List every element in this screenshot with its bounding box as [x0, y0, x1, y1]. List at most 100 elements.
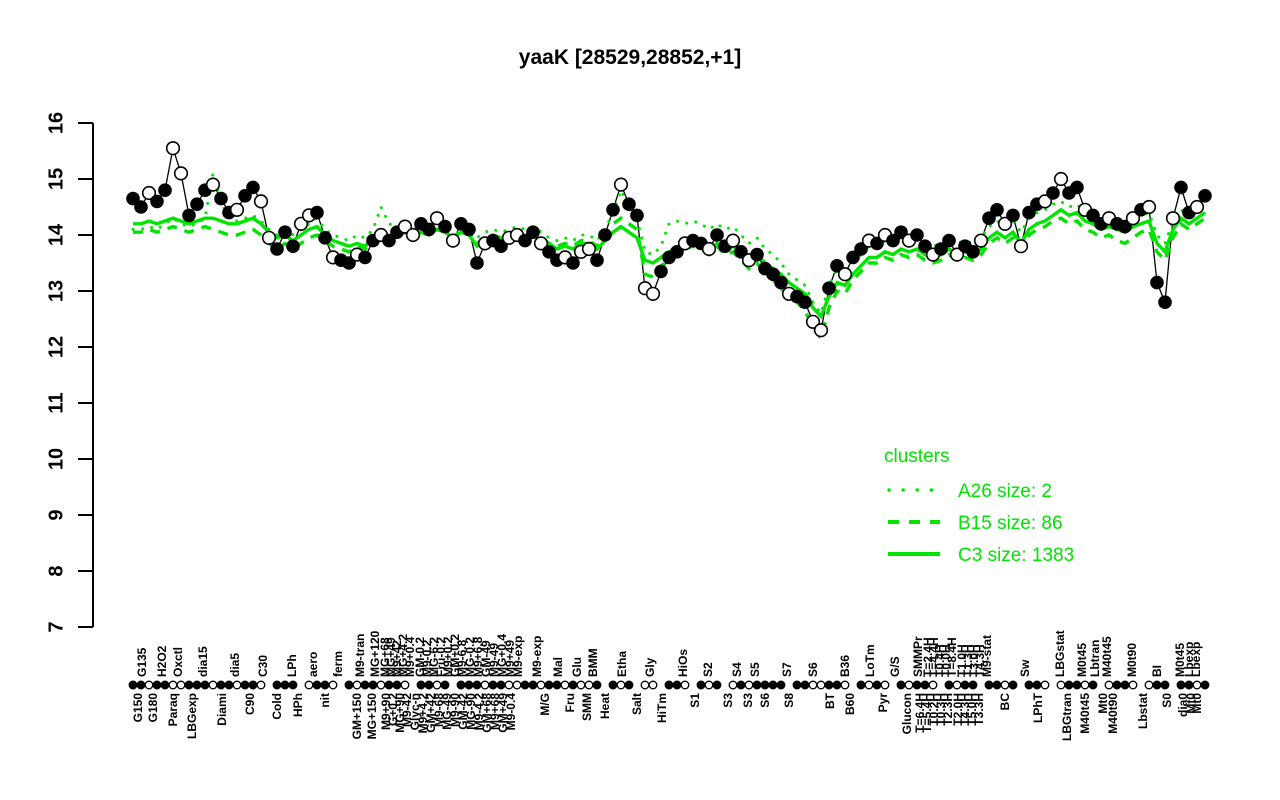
data-point-filled — [750, 247, 764, 262]
condition-strip-marker — [368, 680, 378, 690]
x-axis-label: G180 — [146, 693, 160, 723]
condition-strip-marker — [800, 680, 810, 690]
condition-strip-marker — [480, 680, 490, 690]
condition-strip-marker — [320, 680, 330, 690]
x-axis-label: S5 — [748, 662, 762, 677]
data-point-open — [165, 141, 181, 156]
condition-strip-marker — [1112, 680, 1122, 690]
condition-strip-marker — [1032, 680, 1042, 690]
x-axis-label: GM-49 — [479, 640, 493, 677]
condition-strip-marker — [832, 680, 842, 690]
x-axis-label: M9+42 — [390, 640, 404, 677]
x-axis-label: Sw — [1018, 659, 1032, 677]
data-point-filled — [1046, 186, 1060, 200]
condition-strip-marker — [560, 680, 570, 690]
data-point-filled — [1086, 208, 1100, 223]
condition-strip-marker — [752, 680, 762, 690]
condition-strip-marker — [384, 680, 394, 690]
condition-strip-marker — [824, 680, 834, 690]
x-axis-label: dia5 — [228, 653, 242, 677]
x-axis-label: Cold — [270, 693, 284, 720]
condition-strip-marker — [192, 680, 202, 690]
condition-strip-marker — [856, 680, 866, 690]
condition-strip-marker — [416, 680, 426, 690]
condition-strip-marker — [968, 680, 978, 690]
condition-strip-marker — [280, 680, 290, 690]
x-axis-label: M9+68 — [488, 693, 502, 730]
data-point-filled — [982, 211, 996, 225]
x-axis-label: ferm — [331, 651, 345, 677]
x-axis-label: BI — [1150, 665, 1164, 677]
x-axis-label: Mt0 — [1096, 693, 1110, 714]
data-point-open — [405, 227, 421, 243]
x-axis-label: GM+0.2 — [448, 634, 462, 677]
data-point-filled — [1070, 180, 1084, 195]
x-axis-label: LPhT — [1031, 692, 1045, 723]
x-axis-label: G150 — [131, 693, 145, 723]
data-point-open — [949, 247, 965, 262]
data-point-filled — [190, 197, 204, 211]
condition-strip-marker — [904, 680, 914, 690]
condition-strip-marker — [624, 680, 634, 690]
x-axis-label: T=8.4H — [945, 637, 959, 677]
condition-strip-marker — [472, 680, 482, 690]
x-axis-label: Fru-0.2 — [434, 637, 448, 677]
x-axis-label: MG+90 — [393, 693, 407, 733]
x-axis-label: M9+6.8 — [471, 636, 485, 677]
x-axis-label: T4.3H — [958, 693, 972, 726]
data-point-filled — [542, 245, 556, 259]
data-point-open — [837, 267, 853, 282]
condition-strip-marker — [1072, 680, 1082, 690]
x-axis-label: M0t45 — [1075, 643, 1089, 677]
condition-strip-marker — [248, 680, 258, 690]
data-point-filled — [438, 219, 452, 234]
condition-strip-marker — [1024, 680, 1034, 690]
condition-strip-marker — [896, 680, 906, 690]
condition-strip-marker — [400, 680, 410, 690]
condition-strip-marker — [616, 680, 626, 690]
chart-title: yaaK [28529,28852,+1] — [519, 46, 741, 69]
x-axis-label: Glyc-n — [408, 693, 422, 730]
series-layer — [126, 141, 1212, 690]
x-axis-label: S6 — [806, 662, 820, 677]
data-point-filled — [870, 236, 884, 251]
x-axis-label: T=6.4H — [913, 693, 927, 733]
x-axis-label: M40t45 — [1100, 636, 1114, 677]
x-axis-label: Salt — [630, 693, 644, 715]
x-axis-label: T1.0H — [955, 644, 969, 677]
condition-strip-marker — [512, 680, 522, 690]
x-axis-label: M9-68 — [432, 693, 446, 727]
data-point-filled — [822, 281, 836, 296]
data-point-filled — [918, 239, 932, 253]
y-axis-tick-label: 14 — [45, 223, 67, 246]
x-axis-label: BT — [823, 692, 837, 709]
data-point-filled — [270, 242, 284, 256]
data-point-filled — [310, 205, 324, 220]
condition-strip-marker — [1192, 680, 1202, 690]
data-point-filled — [126, 191, 140, 206]
condition-strip-marker — [872, 680, 882, 690]
condition-strip-marker — [464, 680, 474, 690]
x-axis-label: M9-49 — [487, 643, 501, 677]
data-point-open — [1053, 171, 1069, 187]
x-axis-label: B36 — [838, 655, 852, 677]
x-axis-label: MG+150 — [365, 693, 379, 740]
x-axis-label: M9+4.2 — [416, 693, 430, 734]
condition-strip-marker — [912, 680, 922, 690]
x-axis-label: aero — [306, 652, 320, 677]
x-axis-label: M9-exp — [530, 636, 544, 677]
condition-strip-marker — [504, 680, 514, 690]
x-axis-label: Diami — [215, 693, 229, 726]
data-point-filled — [182, 208, 196, 223]
condition-strip-marker — [392, 680, 402, 690]
y-axis-tick-label: 8 — [45, 565, 67, 576]
condition-strip-marker — [1144, 680, 1154, 690]
x-axis-label: GM+49 — [496, 693, 510, 733]
data-point-open — [1037, 194, 1053, 209]
condition-strip-marker — [152, 680, 162, 690]
data-point-filled — [1198, 189, 1212, 203]
condition-strip-marker — [776, 680, 786, 690]
x-axis-label: Glucon — [900, 693, 914, 734]
condition-strip-marker — [200, 680, 210, 690]
data-point-filled — [1174, 180, 1188, 195]
